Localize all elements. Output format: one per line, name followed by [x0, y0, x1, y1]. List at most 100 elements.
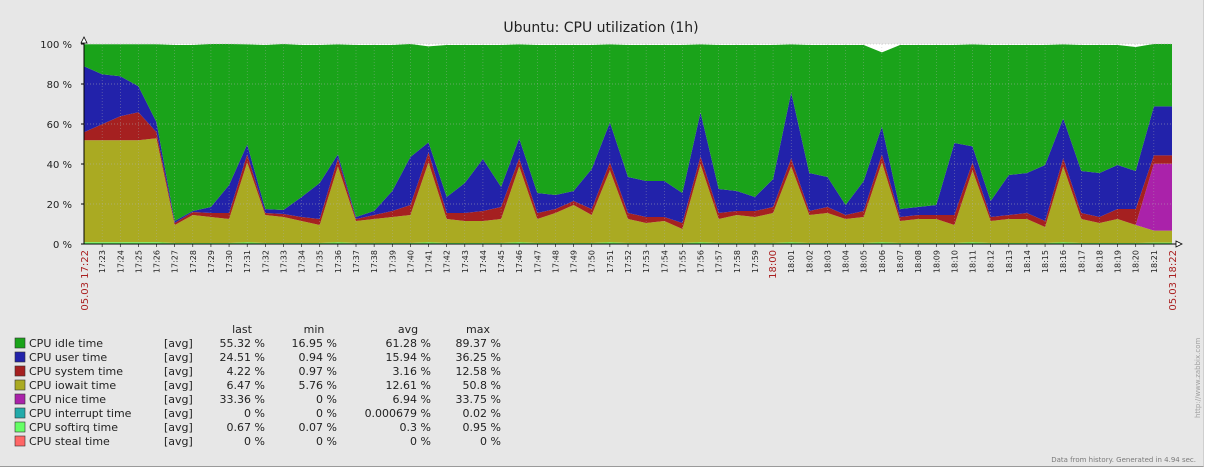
- y-tick-label: 80 %: [47, 80, 72, 91]
- legend-value-last: 55.32 %: [220, 337, 265, 350]
- legend-func: [avg]: [164, 435, 193, 448]
- legend-header-max: max: [466, 323, 490, 336]
- x-tick-label: 17:35: [316, 250, 325, 273]
- x-tick-label: 17:53: [642, 250, 651, 273]
- x-tick-label: 17:40: [406, 250, 415, 273]
- legend-swatch: [14, 421, 26, 433]
- legend-func: [avg]: [164, 337, 193, 350]
- x-tick-label: 18:13: [1005, 250, 1014, 273]
- chart-title: Ubuntu: CPU utilization (1h): [503, 20, 698, 36]
- legend-value-last: 33.36 %: [220, 393, 265, 406]
- y-tick-label: 40 %: [47, 160, 72, 171]
- legend-value-last: 0.67 %: [227, 421, 265, 434]
- legend-series-name: CPU interrupt time: [29, 407, 132, 420]
- legend-swatch: [14, 435, 26, 447]
- legend-series-name: CPU steal time: [29, 435, 110, 448]
- x-tick-label: 18:03: [824, 250, 833, 273]
- x-tick-label: 17:57: [715, 250, 724, 273]
- footer-generated: Data from history. Generated in 4.94 sec…: [1051, 456, 1196, 464]
- x-tick-label: 18:09: [932, 250, 941, 273]
- x-tick-label: 18:06: [878, 250, 887, 273]
- legend-value-avg: 0 %: [410, 435, 431, 448]
- x-tick-label: 17:34: [298, 250, 307, 273]
- x-tick-label: 18:19: [1114, 250, 1123, 273]
- x-tick-label: 17:36: [334, 250, 343, 273]
- legend-value-avg: 0.000679 %: [365, 407, 431, 420]
- x-tick-label: 18:04: [842, 250, 851, 273]
- x-tick-label: 18:10: [950, 250, 959, 273]
- legend-value-min: 0.94 %: [299, 351, 337, 364]
- x-tick-label: 17:49: [570, 250, 579, 273]
- legend-func: [avg]: [164, 379, 193, 392]
- legend-series-name: CPU user time: [29, 351, 107, 364]
- x-tick-label: 18:16: [1059, 250, 1068, 273]
- x-tick-label: 17:28: [189, 250, 198, 273]
- legend-series-name: CPU nice time: [29, 393, 106, 406]
- x-end-label: 05.03 18:22: [1168, 250, 1179, 311]
- x-tick-label: 17:27: [171, 250, 180, 273]
- x-tick-label: 17:48: [552, 250, 561, 273]
- x-tick-label: 17:44: [479, 250, 488, 273]
- legend-value-avg: 6.94 %: [393, 393, 431, 406]
- legend-value-min: 0 %: [316, 393, 337, 406]
- legend-value-avg: 12.61 %: [386, 379, 431, 392]
- legend-value-last: 4.22 %: [227, 365, 265, 378]
- legend-value-min: 0.97 %: [299, 365, 337, 378]
- legend-value-max: 33.75 %: [456, 393, 501, 406]
- x-tick-label: 17:37: [352, 250, 361, 273]
- legend-value-max: 0.02 %: [463, 407, 501, 420]
- legend-func: [avg]: [164, 365, 193, 378]
- x-tick-label: 17:38: [370, 250, 379, 273]
- legend-value-max: 36.25 %: [456, 351, 501, 364]
- x-tick-label: 17:59: [751, 250, 760, 273]
- legend-series-name: CPU system time: [29, 365, 123, 378]
- legend-swatch: [14, 379, 26, 391]
- x-tick-label: 17:51: [606, 250, 615, 273]
- y-tick-label: 0 %: [53, 240, 72, 251]
- area-cpu-iowait-time: [84, 138, 1172, 243]
- x-tick-label: 17:26: [153, 250, 162, 273]
- x-tick-label: 18:11: [969, 250, 978, 273]
- legend-func: [avg]: [164, 407, 193, 420]
- x-tick-label: 18:12: [987, 250, 996, 273]
- legend-value-min: 0 %: [316, 435, 337, 448]
- legend-value-last: 0 %: [244, 407, 265, 420]
- y-tick-label: 60 %: [47, 120, 72, 131]
- legend-swatch: [14, 407, 26, 419]
- x-tick-label: 17:42: [443, 250, 452, 273]
- x-tick-label: 18:18: [1096, 250, 1105, 273]
- legend-series-name: CPU idle time: [29, 337, 103, 350]
- legend-swatch: [14, 351, 26, 363]
- legend-value-last: 0 %: [244, 435, 265, 448]
- x-tick-label: 18:15: [1041, 250, 1050, 273]
- x-tick-label: 17:46: [515, 250, 524, 273]
- legend-func: [avg]: [164, 421, 193, 434]
- x-tick-label: 17:29: [207, 250, 216, 273]
- y-tick-label: 100 %: [40, 40, 72, 51]
- x-tick-label: 17:33: [280, 250, 289, 273]
- x-tick-label: 18:17: [1077, 250, 1086, 273]
- legend-swatch: [14, 337, 26, 349]
- x-tick-label: 17:54: [660, 250, 669, 273]
- legend-func: [avg]: [164, 351, 193, 364]
- x-tick-label: 17:47: [533, 250, 542, 273]
- x-tick-label: 17:39: [388, 250, 397, 273]
- x-tick-label: 18:02: [805, 250, 814, 273]
- x-tick-label: 17:56: [697, 250, 706, 273]
- legend-swatch: [14, 393, 26, 405]
- y-axis-arrow-icon: [80, 36, 88, 44]
- legend-value-min: 5.76 %: [299, 379, 337, 392]
- x-tick-label: 17:24: [116, 250, 125, 273]
- legend-swatch: [14, 365, 26, 377]
- legend-value-avg: 61.28 %: [386, 337, 431, 350]
- x-tick-label: 17:52: [624, 250, 633, 273]
- x-tick-label: 17:45: [497, 250, 506, 273]
- x-tick-label: 18:21: [1150, 250, 1159, 273]
- x-tick-label: 18:20: [1132, 250, 1141, 273]
- legend-value-avg: 15.94 %: [386, 351, 431, 364]
- legend-value-min: 0.07 %: [299, 421, 337, 434]
- x-tick-label: 17:30: [225, 250, 234, 273]
- legend-value-avg: 3.16 %: [393, 365, 431, 378]
- x-tick-label: 18:08: [914, 250, 923, 273]
